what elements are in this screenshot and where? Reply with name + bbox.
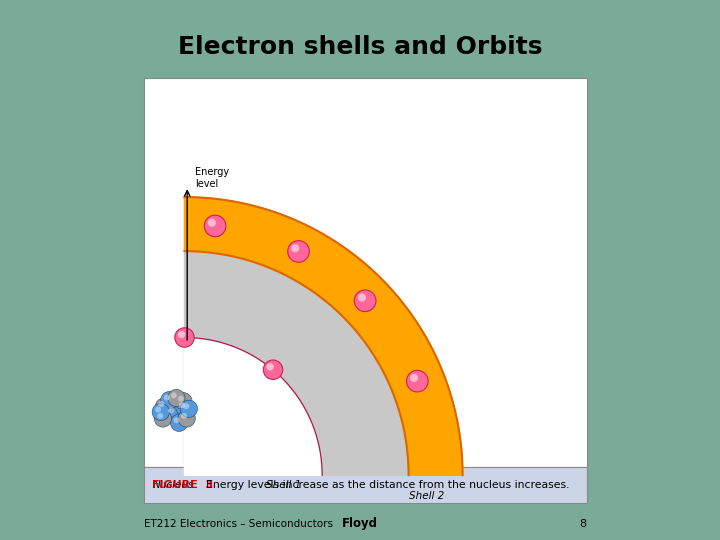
Polygon shape <box>184 197 462 475</box>
Circle shape <box>161 392 178 409</box>
Circle shape <box>175 393 192 410</box>
Circle shape <box>266 363 274 370</box>
Circle shape <box>288 241 310 262</box>
Circle shape <box>354 290 376 312</box>
Polygon shape <box>184 197 462 475</box>
Circle shape <box>183 403 189 409</box>
Circle shape <box>175 328 194 347</box>
Circle shape <box>264 360 283 380</box>
Circle shape <box>171 393 177 399</box>
Circle shape <box>181 413 187 419</box>
Circle shape <box>204 215 226 237</box>
Circle shape <box>180 400 197 417</box>
Circle shape <box>407 370 428 392</box>
Circle shape <box>410 374 418 382</box>
Circle shape <box>168 389 185 407</box>
Circle shape <box>178 396 184 402</box>
Circle shape <box>291 244 300 252</box>
Circle shape <box>171 414 188 431</box>
Text: Shell 1: Shell 1 <box>266 480 301 490</box>
Text: Energy
level: Energy level <box>195 167 230 189</box>
Circle shape <box>174 417 179 423</box>
Circle shape <box>165 404 182 422</box>
Circle shape <box>158 401 164 407</box>
Text: Nucleus: Nucleus <box>153 480 194 490</box>
Circle shape <box>168 408 174 414</box>
Circle shape <box>157 413 163 419</box>
Circle shape <box>155 407 161 413</box>
Circle shape <box>152 403 169 421</box>
Circle shape <box>163 395 170 401</box>
Circle shape <box>176 399 193 416</box>
Circle shape <box>156 398 173 415</box>
Circle shape <box>178 331 185 338</box>
Bar <box>144 467 587 503</box>
Text: ET212 Electronics – Semiconductors: ET212 Electronics – Semiconductors <box>144 519 333 529</box>
Bar <box>144 78 587 467</box>
Text: 8: 8 <box>580 519 587 529</box>
Circle shape <box>179 402 185 408</box>
Circle shape <box>178 410 195 427</box>
Polygon shape <box>184 338 323 475</box>
Circle shape <box>208 219 216 227</box>
Text: Floyd: Floyd <box>342 517 378 530</box>
Circle shape <box>358 293 366 302</box>
Text: FIGURE  3: FIGURE 3 <box>152 480 213 490</box>
Text: Shell 2: Shell 2 <box>409 491 444 502</box>
Circle shape <box>154 410 171 427</box>
Text: Electron shells and Orbits: Electron shells and Orbits <box>178 35 542 59</box>
Text: Energy levels increase as the distance from the nucleus increases.: Energy levels increase as the distance f… <box>206 480 570 490</box>
